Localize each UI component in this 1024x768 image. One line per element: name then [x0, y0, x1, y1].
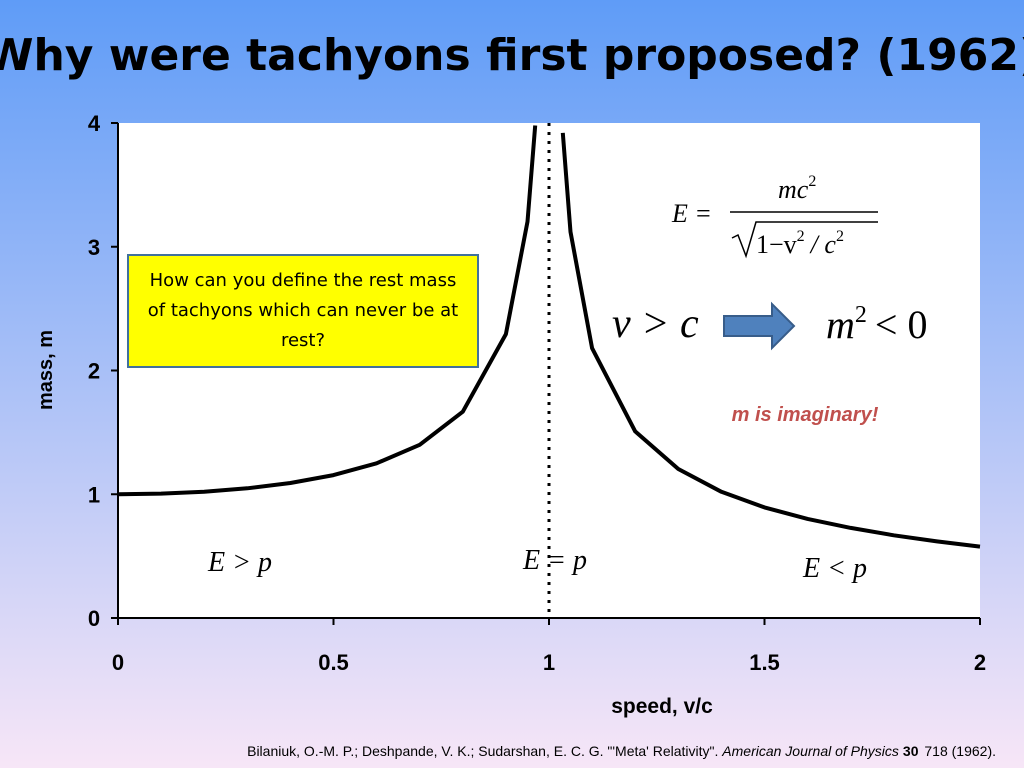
radical-sign	[731, 221, 878, 259]
ineq-exp: 2	[855, 302, 867, 328]
radicand-a-exp: 2	[797, 228, 805, 245]
x-tick-label: 0.5	[318, 650, 349, 675]
citation-volume: 30	[903, 743, 919, 759]
annotation: E > p	[207, 547, 272, 578]
inequality-left: v > c	[612, 301, 699, 347]
inequality-right: m2 < 0	[826, 302, 927, 347]
annotation: m is imaginary!	[732, 404, 879, 426]
x-tick-label: 1.5	[749, 650, 780, 675]
numerator-exp: 2	[808, 173, 816, 190]
curve	[117, 125, 981, 549]
x-tick-label: 1	[543, 650, 555, 675]
callout-text: How can you define the rest mass of tach…	[147, 270, 459, 351]
arrow	[723, 301, 796, 351]
numerator-base: mc	[778, 175, 809, 204]
y-tick-label: 0	[88, 606, 100, 631]
x-axis-label: speed, v/c	[611, 695, 713, 718]
x-tick-label: 0	[112, 650, 124, 675]
ineq-rest: < 0	[875, 302, 928, 347]
y-axis-label: mass, m	[35, 330, 57, 410]
radicand-b: / c	[809, 230, 837, 259]
axes: 0 1 2 3 4 0 0.5 1 1.5 2	[88, 111, 986, 675]
formula-denominator: 1−v2/ c2	[756, 228, 844, 259]
y-tick-label: 1	[88, 482, 100, 507]
formula: E = mc2 1−v2/ c2	[671, 173, 878, 259]
citation-rest: 718 (1962).	[921, 743, 997, 759]
y-tick-label: 2	[88, 359, 100, 384]
callout-wrap: How can you define the rest mass of tach…	[147, 270, 459, 351]
callout-box	[127, 254, 479, 368]
ineq-base: m	[826, 302, 855, 347]
citation-journal: American Journal of Physics	[721, 743, 899, 759]
citation-authors: Bilaniuk, O.-M. P.; Deshpande, V. K.; Su…	[247, 743, 722, 759]
formula-lhs: E =	[671, 199, 712, 228]
formula-numerator: mc2	[778, 173, 816, 204]
radicand-a: 1−v	[756, 230, 797, 259]
annotation: E = p	[522, 545, 587, 576]
citation: Bilaniuk, O.-M. P.; Deshpande, V. K.; Su…	[247, 743, 996, 759]
y-tick-label: 4	[88, 111, 101, 136]
slide-title: Why were tachyons first proposed? (1962)	[0, 30, 1024, 81]
annotation: E < p	[802, 553, 867, 584]
radicand-b-exp: 2	[836, 228, 844, 245]
y-tick-label: 3	[88, 235, 100, 260]
x-tick-label: 2	[974, 650, 986, 675]
